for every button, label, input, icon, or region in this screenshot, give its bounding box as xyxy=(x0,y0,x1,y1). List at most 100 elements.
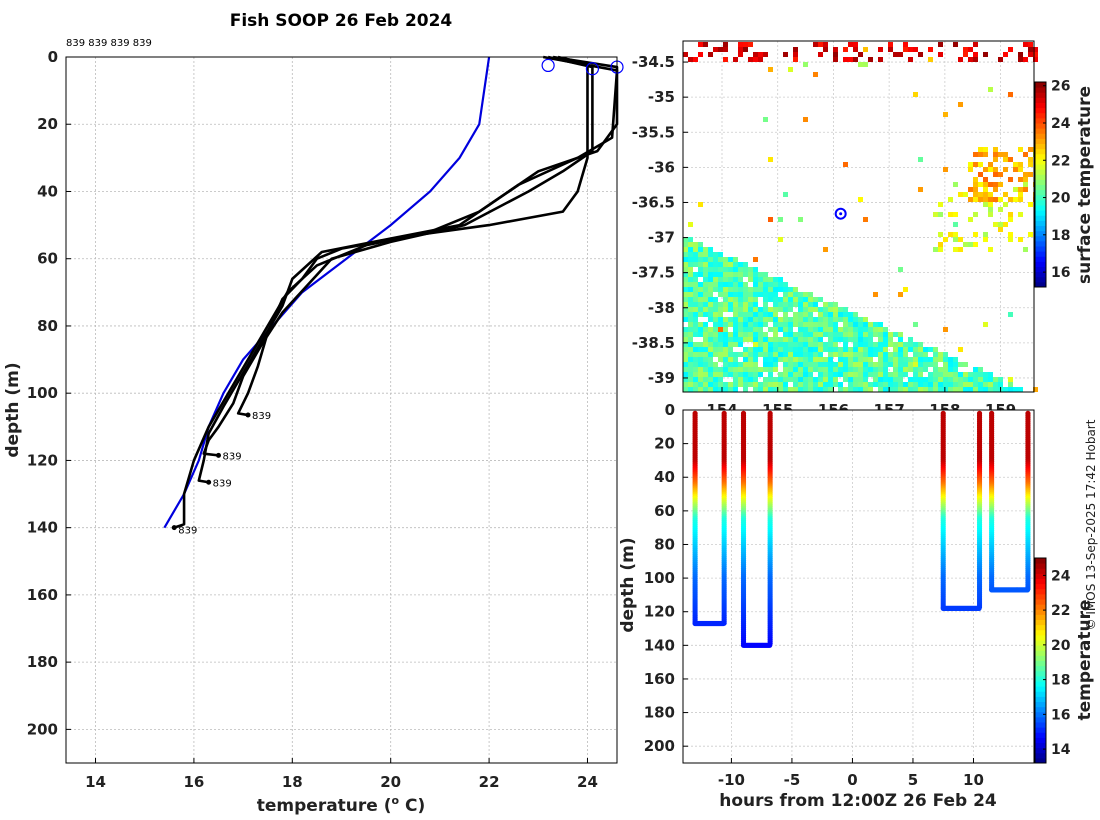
profile-end-label: 839 xyxy=(223,451,242,462)
temperature-colorbar-segment xyxy=(1035,593,1046,600)
sst-cell xyxy=(888,377,893,382)
surface-colorbar-segment xyxy=(1035,133,1046,139)
profile-y-tick-label: 0 xyxy=(48,48,58,66)
sst-cell xyxy=(1018,387,1023,392)
sst-cell xyxy=(1028,47,1033,52)
sst-cell xyxy=(688,247,693,252)
sst-cell xyxy=(773,367,778,372)
sst-cell xyxy=(813,357,818,362)
sst-cell xyxy=(833,307,838,312)
sst-cell xyxy=(763,307,768,312)
sst-cell xyxy=(983,197,988,202)
temperature-colorbar: 14 16 18 20 22 24 xyxy=(1034,557,1071,764)
sst-cell xyxy=(788,67,793,72)
sst-cell xyxy=(843,367,848,372)
sst-cell xyxy=(953,362,958,367)
sst-cell xyxy=(753,362,758,367)
sst-cell xyxy=(723,362,728,367)
sst-cell xyxy=(858,382,863,387)
sst-cell xyxy=(783,292,788,297)
sst-cell xyxy=(798,352,803,357)
sst-cell xyxy=(823,47,828,52)
sst-cell xyxy=(878,332,883,337)
temperature-colorbar-segment xyxy=(1035,706,1046,713)
sst-cell xyxy=(968,387,973,392)
sst-cell xyxy=(683,357,688,362)
surface-colorbar-segment xyxy=(1035,240,1046,247)
sst-cell xyxy=(938,212,943,217)
sst-cell xyxy=(753,272,758,277)
sst-cell xyxy=(933,352,938,357)
sst-cell xyxy=(698,42,703,47)
sst-cell xyxy=(743,307,748,312)
sst-cell xyxy=(708,342,713,347)
sst-cell xyxy=(783,282,788,287)
sst-cell xyxy=(913,367,918,372)
sst-cell xyxy=(973,377,978,382)
sst-cell xyxy=(688,332,693,337)
sst-cell xyxy=(753,287,758,292)
sst-cell xyxy=(698,312,703,317)
sst-cell xyxy=(833,52,838,57)
sst-cell xyxy=(943,357,948,362)
sst-cell xyxy=(773,282,778,287)
sst-cell xyxy=(913,382,918,387)
sst-cell xyxy=(723,322,728,327)
surface-marker xyxy=(585,62,600,76)
sst-cell xyxy=(988,372,993,377)
sst-cell xyxy=(918,52,923,57)
sst-cell xyxy=(948,372,953,377)
surface-colorbar-tick-label: 16 xyxy=(1051,265,1070,281)
sst-cell xyxy=(828,317,833,322)
sst-cell xyxy=(743,287,748,292)
sst-cell xyxy=(688,357,693,362)
sst-cell xyxy=(708,287,713,292)
sst-cell xyxy=(988,87,993,92)
temperature-colorbar-segment xyxy=(1035,696,1046,702)
surface-colorbar-segment xyxy=(1035,194,1046,201)
sst-cell xyxy=(813,337,818,342)
sst-cell xyxy=(683,267,688,272)
sst-cell xyxy=(768,357,773,362)
sst-cell xyxy=(908,357,913,362)
sst-cell xyxy=(718,327,723,332)
sst-cell xyxy=(863,327,868,332)
scatter-point xyxy=(720,620,726,627)
sst-cell xyxy=(738,307,743,312)
sst-cell xyxy=(738,362,743,367)
sst-cell xyxy=(1023,247,1028,252)
sst-cell xyxy=(753,382,758,387)
sst-cell xyxy=(808,377,813,382)
sst-cell xyxy=(703,327,708,332)
sst-cell xyxy=(823,347,828,352)
sst-cell xyxy=(788,307,793,312)
sst-cell xyxy=(823,342,828,347)
sst-cell xyxy=(813,332,818,337)
sst-cell xyxy=(813,307,818,312)
sst-cell xyxy=(993,382,998,387)
sst-cell xyxy=(788,302,793,307)
sst-cell xyxy=(973,42,978,47)
sst-cell xyxy=(733,57,738,62)
temperature-colorbar-segment xyxy=(1035,675,1046,682)
sst-cell xyxy=(798,372,803,377)
sst-cell xyxy=(1028,232,1033,237)
sst-cell xyxy=(858,52,863,57)
surface-colorbar-segment xyxy=(1035,123,1046,129)
temperature-colorbar-segment xyxy=(1035,650,1046,656)
surface-colorbar-segment xyxy=(1035,128,1046,134)
sst-cell xyxy=(938,242,943,247)
sst-cell xyxy=(683,262,688,267)
sst-cell xyxy=(698,322,703,327)
scatter-point xyxy=(1024,587,1031,593)
sst-cell xyxy=(948,232,953,237)
sst-cell xyxy=(973,182,978,187)
sst-cell xyxy=(683,302,688,307)
sst-cell xyxy=(693,332,698,337)
sst-cell xyxy=(723,387,728,392)
sst-cell xyxy=(903,382,908,387)
sst-cell xyxy=(683,327,688,332)
sst-cell xyxy=(938,232,943,237)
sst-cell xyxy=(703,292,708,297)
sst-cell xyxy=(698,377,703,382)
